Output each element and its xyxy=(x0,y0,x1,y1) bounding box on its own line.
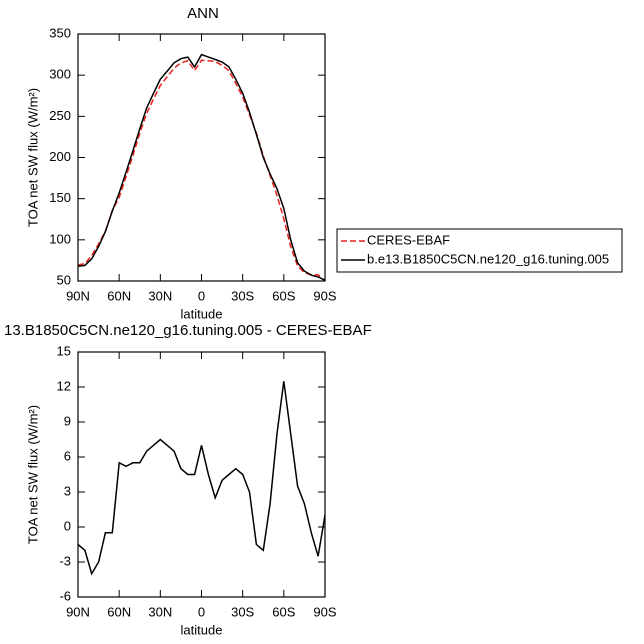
x-tick-label: 90N xyxy=(66,604,90,619)
legend-box xyxy=(336,228,623,273)
y-tick-label: 15 xyxy=(57,343,71,358)
y-tick-label: 300 xyxy=(49,67,71,82)
data-line xyxy=(77,53,326,281)
x-axis-label: latitude xyxy=(181,306,223,321)
x-tick-label: 30S xyxy=(231,604,254,619)
x-tick-label: 30N xyxy=(148,288,172,303)
plot-frame xyxy=(77,33,326,282)
x-tick-label: 30N xyxy=(148,604,172,619)
y-tick-label: 50 xyxy=(57,272,71,287)
y-tick-label: 3 xyxy=(64,483,71,498)
x-tick-label: 30S xyxy=(231,288,254,303)
legend-label: CERES-EBAF xyxy=(367,232,450,247)
data-line xyxy=(77,59,326,282)
legend-label: b.e13.B1850C5CN.ne120_g16.tuning.005 xyxy=(367,251,609,266)
x-tick-label: 60N xyxy=(107,288,131,303)
y-axis-label: TOA net SW flux (W/m²) xyxy=(25,88,40,227)
x-tick-label: 60N xyxy=(107,604,131,619)
y-axis-label: TOA net SW flux (W/m²) xyxy=(25,405,40,544)
x-tick-label: 60S xyxy=(272,288,295,303)
plot-frame xyxy=(77,351,326,598)
chart-title: ANN xyxy=(187,5,219,22)
y-tick-label: 12 xyxy=(57,378,71,393)
y-tick-label: 150 xyxy=(49,190,71,205)
y-tick-label: 200 xyxy=(49,149,71,164)
chart-title: 13.B1850C5CN.ne120_g16.tuning.005 - CERE… xyxy=(4,322,372,339)
x-axis-label: latitude xyxy=(181,622,223,637)
y-tick-label: 0 xyxy=(64,518,71,533)
y-tick-label: 350 xyxy=(49,25,71,40)
x-tick-label: 90S xyxy=(313,288,336,303)
y-tick-label: 9 xyxy=(64,413,71,428)
y-tick-label: -6 xyxy=(59,588,71,603)
y-tick-label: 100 xyxy=(49,231,71,246)
x-tick-label: 0 xyxy=(198,604,205,619)
x-tick-label: 90N xyxy=(66,288,90,303)
x-tick-label: 90S xyxy=(313,604,336,619)
y-tick-label: 250 xyxy=(49,108,71,123)
data-line xyxy=(77,381,326,576)
x-tick-label: 60S xyxy=(272,604,295,619)
x-tick-label: 0 xyxy=(198,288,205,303)
y-tick-label: 6 xyxy=(64,448,71,463)
y-tick-label: -3 xyxy=(59,553,71,568)
